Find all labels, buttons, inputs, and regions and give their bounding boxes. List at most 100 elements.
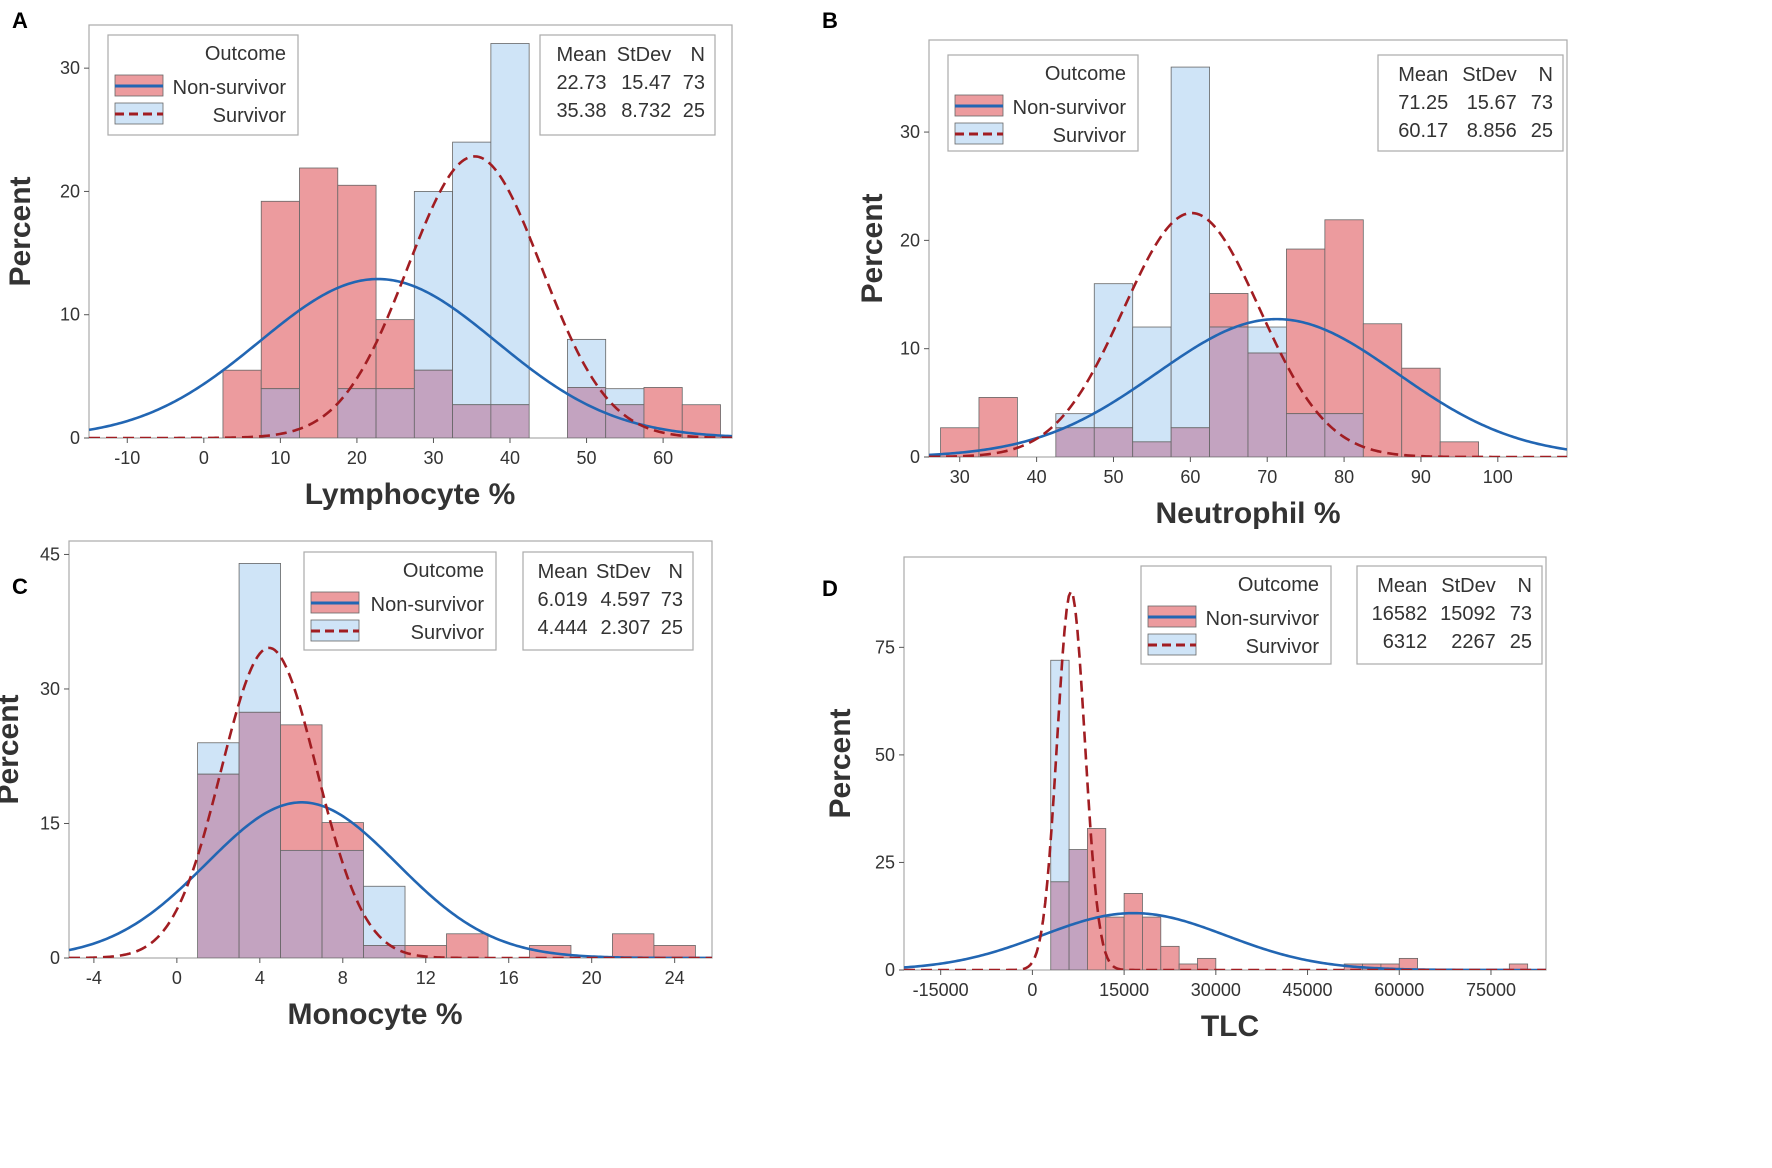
stats-cell: 73 <box>683 72 705 94</box>
bar-nonsurvivor <box>222 369 262 438</box>
legend: Outcome Non-survivor Survivor <box>1140 565 1332 665</box>
x-tick-label: 0 <box>1027 980 1037 1000</box>
stats-header: Mean <box>556 44 606 66</box>
x-tick-label: 20 <box>582 968 602 988</box>
bar-overlap <box>1209 326 1249 457</box>
x-tick-label: -10 <box>114 448 140 468</box>
legend-entry: Survivor <box>1246 636 1320 658</box>
x-tick-label: 45000 <box>1283 980 1333 1000</box>
stats-cell: 71.25 <box>1398 92 1448 114</box>
x-tick-label: 70 <box>1257 467 1277 487</box>
x-tick-label: 50 <box>1103 467 1123 487</box>
stats-header: N <box>691 44 705 66</box>
stats-cell: 22.73 <box>556 72 606 94</box>
y-tick-label: 30 <box>60 58 80 78</box>
stats-cell: 2267 <box>1451 631 1496 653</box>
x-tick-label: 30 <box>423 448 443 468</box>
bar-overlap <box>363 945 406 958</box>
x-tick-label: 30000 <box>1191 980 1241 1000</box>
y-tick-label: 30 <box>900 122 920 142</box>
bar-nonsurvivor <box>1508 963 1529 970</box>
x-tick-label: 50 <box>577 448 597 468</box>
stats-frame <box>1356 565 1543 665</box>
y-axis-title: Percent <box>856 193 889 303</box>
stats-table: Mean StDev N 6.019 4.597 73 4.444 2.307 25 <box>522 551 694 651</box>
x-tick-label: 60 <box>1180 467 1200 487</box>
bar-survivor <box>567 338 607 388</box>
bar-overlap <box>490 404 530 438</box>
bar-overlap <box>238 711 281 958</box>
bar-nonsurvivor <box>1087 828 1107 970</box>
x-tick-label: -4 <box>86 968 102 988</box>
x-tick-label: 24 <box>665 968 685 988</box>
x-tick-label: 90 <box>1411 467 1431 487</box>
stats-cell: 8.732 <box>621 100 671 122</box>
chart-panel-d: D -15000 0 15000 30000 45000 60000 75000 0 25 50 75… <box>822 556 1547 1043</box>
plot-area <box>929 66 1567 457</box>
panel-label: B <box>822 8 838 33</box>
bar-overlap <box>413 369 454 438</box>
bar-survivor <box>363 885 406 946</box>
y-tick-label: 20 <box>900 230 920 250</box>
panel-label: A <box>12 8 28 33</box>
stats-header: Mean <box>538 561 588 583</box>
legend-entry: Survivor <box>213 105 287 127</box>
stats-cell: 16582 <box>1372 603 1428 625</box>
legend-entry: Non-survivor <box>1206 608 1320 630</box>
plot-area <box>69 563 712 958</box>
bar-survivor <box>238 563 281 713</box>
bar-nonsurvivor <box>260 200 300 390</box>
stats-table: Mean StDev N 16582 15092 73 6312 2267 25 <box>1356 565 1543 665</box>
bar-nonsurvivor <box>280 724 323 851</box>
stats-header: N <box>669 561 683 583</box>
x-tick-label: 100 <box>1483 467 1513 487</box>
legend: Outcome Non-survivor Survivor <box>947 54 1139 152</box>
stats-header: N <box>1518 575 1532 597</box>
curve-survivor <box>929 211 1567 457</box>
y-tick-label: 10 <box>900 339 920 359</box>
y-axis-title: Percent <box>4 176 37 286</box>
x-tick-label: -15000 <box>913 980 969 1000</box>
bar-overlap <box>452 404 492 438</box>
x-tick-label: 30 <box>950 467 970 487</box>
x-tick-label: 4 <box>255 968 265 988</box>
plot-area <box>89 43 732 438</box>
stats-header: StDev <box>617 44 671 66</box>
x-tick-label: 15000 <box>1099 980 1149 1000</box>
x-tick-label: 12 <box>416 968 436 988</box>
y-tick-label: 0 <box>910 447 920 467</box>
x-tick-label: 0 <box>172 968 182 988</box>
stats-cell: 25 <box>661 617 683 639</box>
bar-nonsurvivor <box>446 933 489 958</box>
x-tick-label: 0 <box>199 448 209 468</box>
bar-nonsurvivor <box>1209 293 1249 328</box>
plot-area <box>904 588 1546 970</box>
bar-nonsurvivor <box>1439 441 1480 457</box>
stats-header: StDev <box>1462 64 1516 86</box>
x-axis-title: Neutrophil % <box>1156 497 1341 530</box>
bar-overlap <box>605 404 645 438</box>
chart-panel-c: C -4 0 4 8 12 16 20 24 0 15 30 45 Monocyte % Percent Ou… <box>0 540 713 1031</box>
y-tick-label: 20 <box>60 181 80 201</box>
legend-entry: Non-survivor <box>371 594 485 616</box>
stats-cell: 6.019 <box>538 589 588 611</box>
panel-label: C <box>12 574 28 599</box>
stats-frame <box>522 551 694 651</box>
bar-overlap <box>567 387 607 438</box>
stats-cell: 2.307 <box>600 617 650 639</box>
y-tick-label: 75 <box>875 637 895 657</box>
y-tick-label: 45 <box>40 544 60 564</box>
bar-nonsurvivor <box>612 933 655 958</box>
x-axis-title: TLC <box>1201 1010 1259 1043</box>
bar-overlap <box>375 388 415 438</box>
y-tick-label: 15 <box>40 813 60 833</box>
bar-overlap <box>1068 849 1088 970</box>
y-axis-title: Percent <box>824 708 857 818</box>
x-tick-label: 16 <box>499 968 519 988</box>
stats-frame <box>1377 54 1564 152</box>
legend-title: Outcome <box>1045 63 1126 85</box>
bar-survivor <box>413 191 454 371</box>
stats-header: Mean <box>1398 64 1448 86</box>
bar-nonsurvivor <box>1142 916 1162 970</box>
